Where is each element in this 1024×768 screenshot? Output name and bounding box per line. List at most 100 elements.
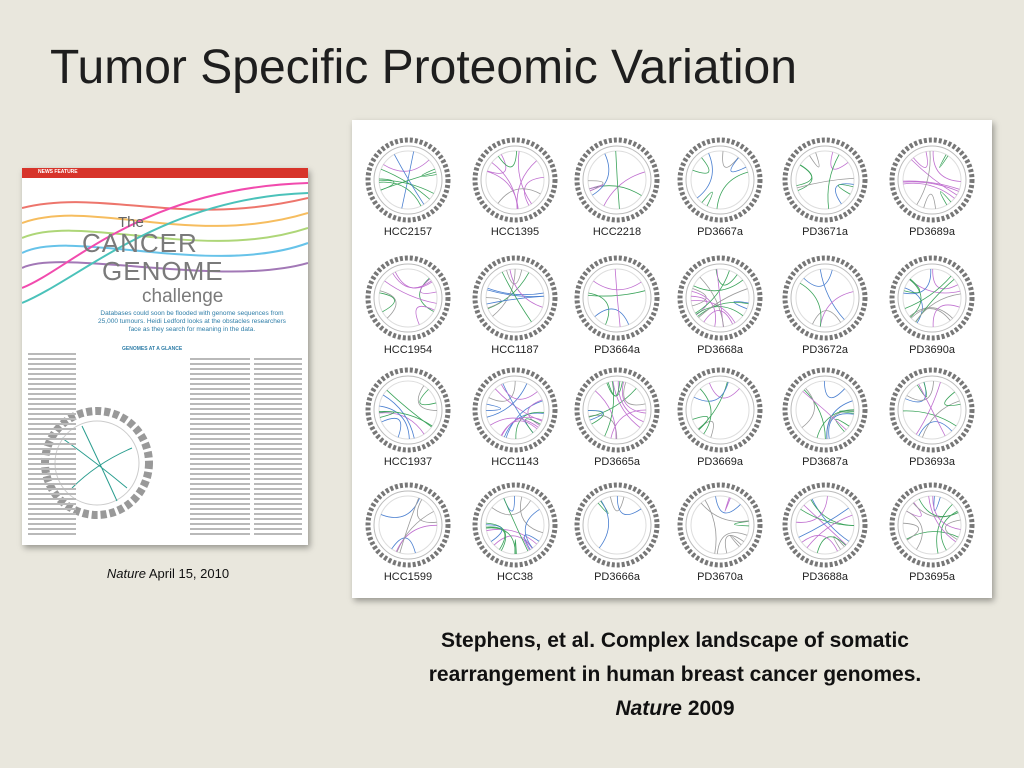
text-line	[254, 438, 302, 440]
chord	[932, 268, 958, 290]
chord	[691, 300, 736, 323]
text-line	[190, 453, 250, 455]
chord	[903, 182, 955, 199]
text-line	[30, 408, 74, 410]
text-line	[190, 528, 250, 530]
circos-plot	[365, 255, 451, 341]
text-line	[190, 458, 250, 460]
chromosome-ring	[472, 482, 558, 568]
chord	[486, 527, 516, 555]
text-line	[30, 378, 74, 380]
chord	[380, 171, 436, 191]
track-ring	[480, 145, 550, 215]
text-line	[190, 408, 250, 410]
chord	[796, 164, 813, 186]
chord	[589, 184, 604, 192]
track-ring	[480, 375, 550, 445]
chromosome-ring	[889, 482, 975, 568]
chromosome-ring	[889, 255, 975, 341]
chord	[486, 383, 528, 418]
chord	[839, 410, 854, 414]
chord	[716, 532, 748, 554]
chord	[932, 304, 960, 327]
inner-ring	[795, 150, 855, 210]
chord	[916, 151, 931, 205]
text-line	[190, 448, 250, 450]
inner-ring	[587, 150, 647, 210]
chord	[903, 180, 960, 190]
text-line	[28, 438, 76, 440]
caption-journal: Nature	[106, 566, 146, 581]
sample-label: PD3689a	[909, 226, 956, 238]
chromosome-ring	[472, 367, 558, 453]
track-ring	[373, 145, 443, 215]
chord	[500, 384, 538, 400]
text-line	[190, 498, 250, 500]
sample-label: PD3667a	[697, 226, 744, 238]
sample-label: PD3665a	[594, 456, 641, 468]
chord	[500, 420, 538, 436]
chord	[492, 268, 516, 317]
chromosome-ring	[677, 482, 763, 568]
text-line	[254, 418, 302, 420]
text-line	[190, 503, 250, 505]
body-text-lines	[28, 353, 302, 535]
chord	[379, 292, 395, 313]
text-line	[28, 483, 76, 485]
citation-source: Nature 2009	[360, 692, 990, 726]
chord	[699, 388, 712, 435]
chromosome-ring	[472, 255, 558, 341]
section-bar	[22, 168, 308, 178]
text-line	[190, 493, 250, 495]
text-line	[254, 463, 302, 465]
inner-ring	[587, 268, 647, 328]
chord	[695, 270, 730, 314]
chord	[800, 508, 855, 527]
text-line	[190, 488, 250, 490]
text-line	[30, 383, 74, 385]
magazine-page: NEWS FEATURE The CANCER GENOME challenge…	[22, 168, 308, 545]
chord	[911, 159, 958, 196]
chord	[485, 403, 502, 412]
chromosome-ring	[782, 367, 868, 453]
chord	[383, 159, 430, 172]
chord	[379, 181, 422, 207]
text-line	[28, 518, 76, 520]
circos-plot	[472, 137, 558, 223]
headline-the: The	[118, 214, 144, 231]
chord	[382, 394, 415, 439]
citation-year: 2009	[687, 697, 735, 720]
chord	[917, 382, 928, 398]
chord	[623, 382, 646, 406]
sample-label: HCC2218	[593, 226, 641, 238]
text-line	[30, 413, 74, 415]
text-line	[28, 508, 76, 510]
chord	[918, 421, 953, 436]
inner-ring	[690, 150, 750, 210]
chord	[693, 382, 729, 402]
sample-label: HCC1954	[384, 344, 432, 356]
chord	[704, 499, 717, 554]
inner-ring	[690, 495, 750, 555]
text-line	[190, 433, 250, 435]
sample-label: PD3666a	[594, 571, 641, 583]
chord	[939, 154, 949, 169]
text-line	[254, 383, 302, 385]
text-line	[190, 463, 250, 465]
chord	[697, 302, 749, 317]
chord	[501, 416, 543, 436]
track-ring	[897, 490, 967, 560]
text-line	[190, 363, 250, 365]
chord	[612, 381, 641, 428]
chord	[826, 400, 853, 439]
chord	[594, 308, 630, 325]
chord	[932, 496, 961, 530]
chord	[486, 528, 538, 545]
inner-ring	[795, 268, 855, 328]
chord	[936, 504, 953, 554]
text-line	[254, 518, 302, 520]
text-line	[254, 508, 302, 510]
chord	[700, 502, 749, 522]
text-line	[190, 518, 250, 520]
chord	[415, 306, 435, 325]
